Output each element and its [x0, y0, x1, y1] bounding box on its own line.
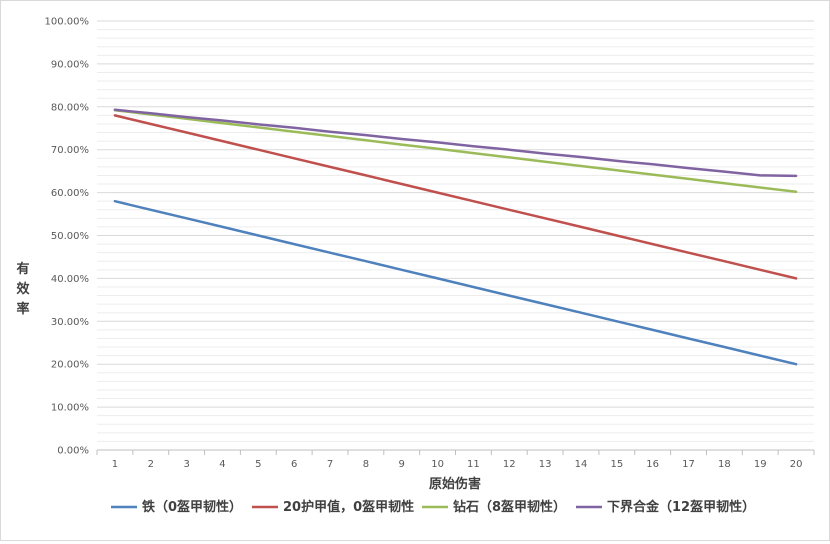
y-tick-label: 70.00% [51, 145, 89, 156]
x-tick-label: 17 [682, 459, 695, 470]
y-tick-label: 40.00% [51, 274, 89, 285]
legend-label-1: 铁（0盔甲韧性） [141, 499, 242, 515]
series-line-3 [113, 108, 798, 193]
x-tick-label: 15 [610, 459, 623, 470]
y-axis-title-char: 率 [16, 301, 29, 317]
x-tick-label: 7 [327, 459, 333, 470]
gridlines [97, 20, 814, 442]
x-tick-label: 2 [148, 459, 154, 470]
x-tick-label: 5 [255, 459, 261, 470]
y-tick-label: 90.00% [51, 59, 89, 70]
series-lines [113, 108, 798, 366]
series-line-4 [113, 108, 798, 178]
x-tick-label: 20 [790, 459, 803, 470]
y-tick-label: 100.00% [45, 17, 90, 28]
y-axis-title: 有效率 [16, 261, 30, 317]
x-tick-label: 9 [399, 459, 405, 470]
x-tick-label: 6 [291, 459, 297, 470]
x-tick-label: 13 [539, 459, 552, 470]
x-tick-label: 18 [718, 459, 731, 470]
legend-label-3: 钻石（8盔甲韧性） [453, 499, 566, 515]
x-tick-label: 19 [754, 459, 767, 470]
x-tick-label: 1 [112, 459, 118, 470]
y-axis-ticks: 0.00% 10.00% 20.00% 30.00% 40.00% 50.00% 60.00… [45, 17, 90, 457]
x-tick-label: 12 [503, 459, 516, 470]
y-tick-label: 30.00% [51, 317, 89, 328]
y-tick-label: 0.00% [57, 446, 89, 457]
x-tick-label: 3 [183, 459, 189, 470]
y-tick-label: 20.00% [51, 360, 89, 371]
y-tick-label: 80.00% [51, 102, 89, 113]
x-tick-label: 14 [575, 459, 588, 470]
x-axis-title: 原始伤害 [429, 476, 481, 492]
x-axis-ticks: 1 2 3 4 5 6 7 8 9 10 11 12 13 14 15 16 17 18 19 20 [112, 459, 803, 470]
legend-label-4: 下界合金（12盔甲韧性） [607, 499, 755, 515]
y-tick-label: 60.00% [51, 188, 89, 199]
y-axis-title-char: 有 [16, 261, 29, 277]
x-tick-label: 8 [363, 459, 369, 470]
legend: 铁（0盔甲韧性） 20护甲值，0盔甲韧性 钻石（8盔甲韧性） 下界合金（12盔甲韧性） [111, 499, 755, 515]
series-line-2 [113, 114, 798, 280]
y-axis-title-char: 效 [16, 281, 30, 297]
series-line-1 [113, 199, 798, 366]
x-tick-label: 16 [646, 459, 659, 470]
y-tick-label: 50.00% [51, 231, 89, 242]
x-axis [96, 449, 815, 455]
x-tick-label: 10 [431, 459, 444, 470]
y-tick-label: 10.00% [51, 403, 89, 414]
x-tick-label: 11 [467, 459, 480, 470]
x-tick-label: 4 [219, 459, 225, 470]
legend-label-2: 20护甲值，0盔甲韧性 [283, 499, 414, 515]
